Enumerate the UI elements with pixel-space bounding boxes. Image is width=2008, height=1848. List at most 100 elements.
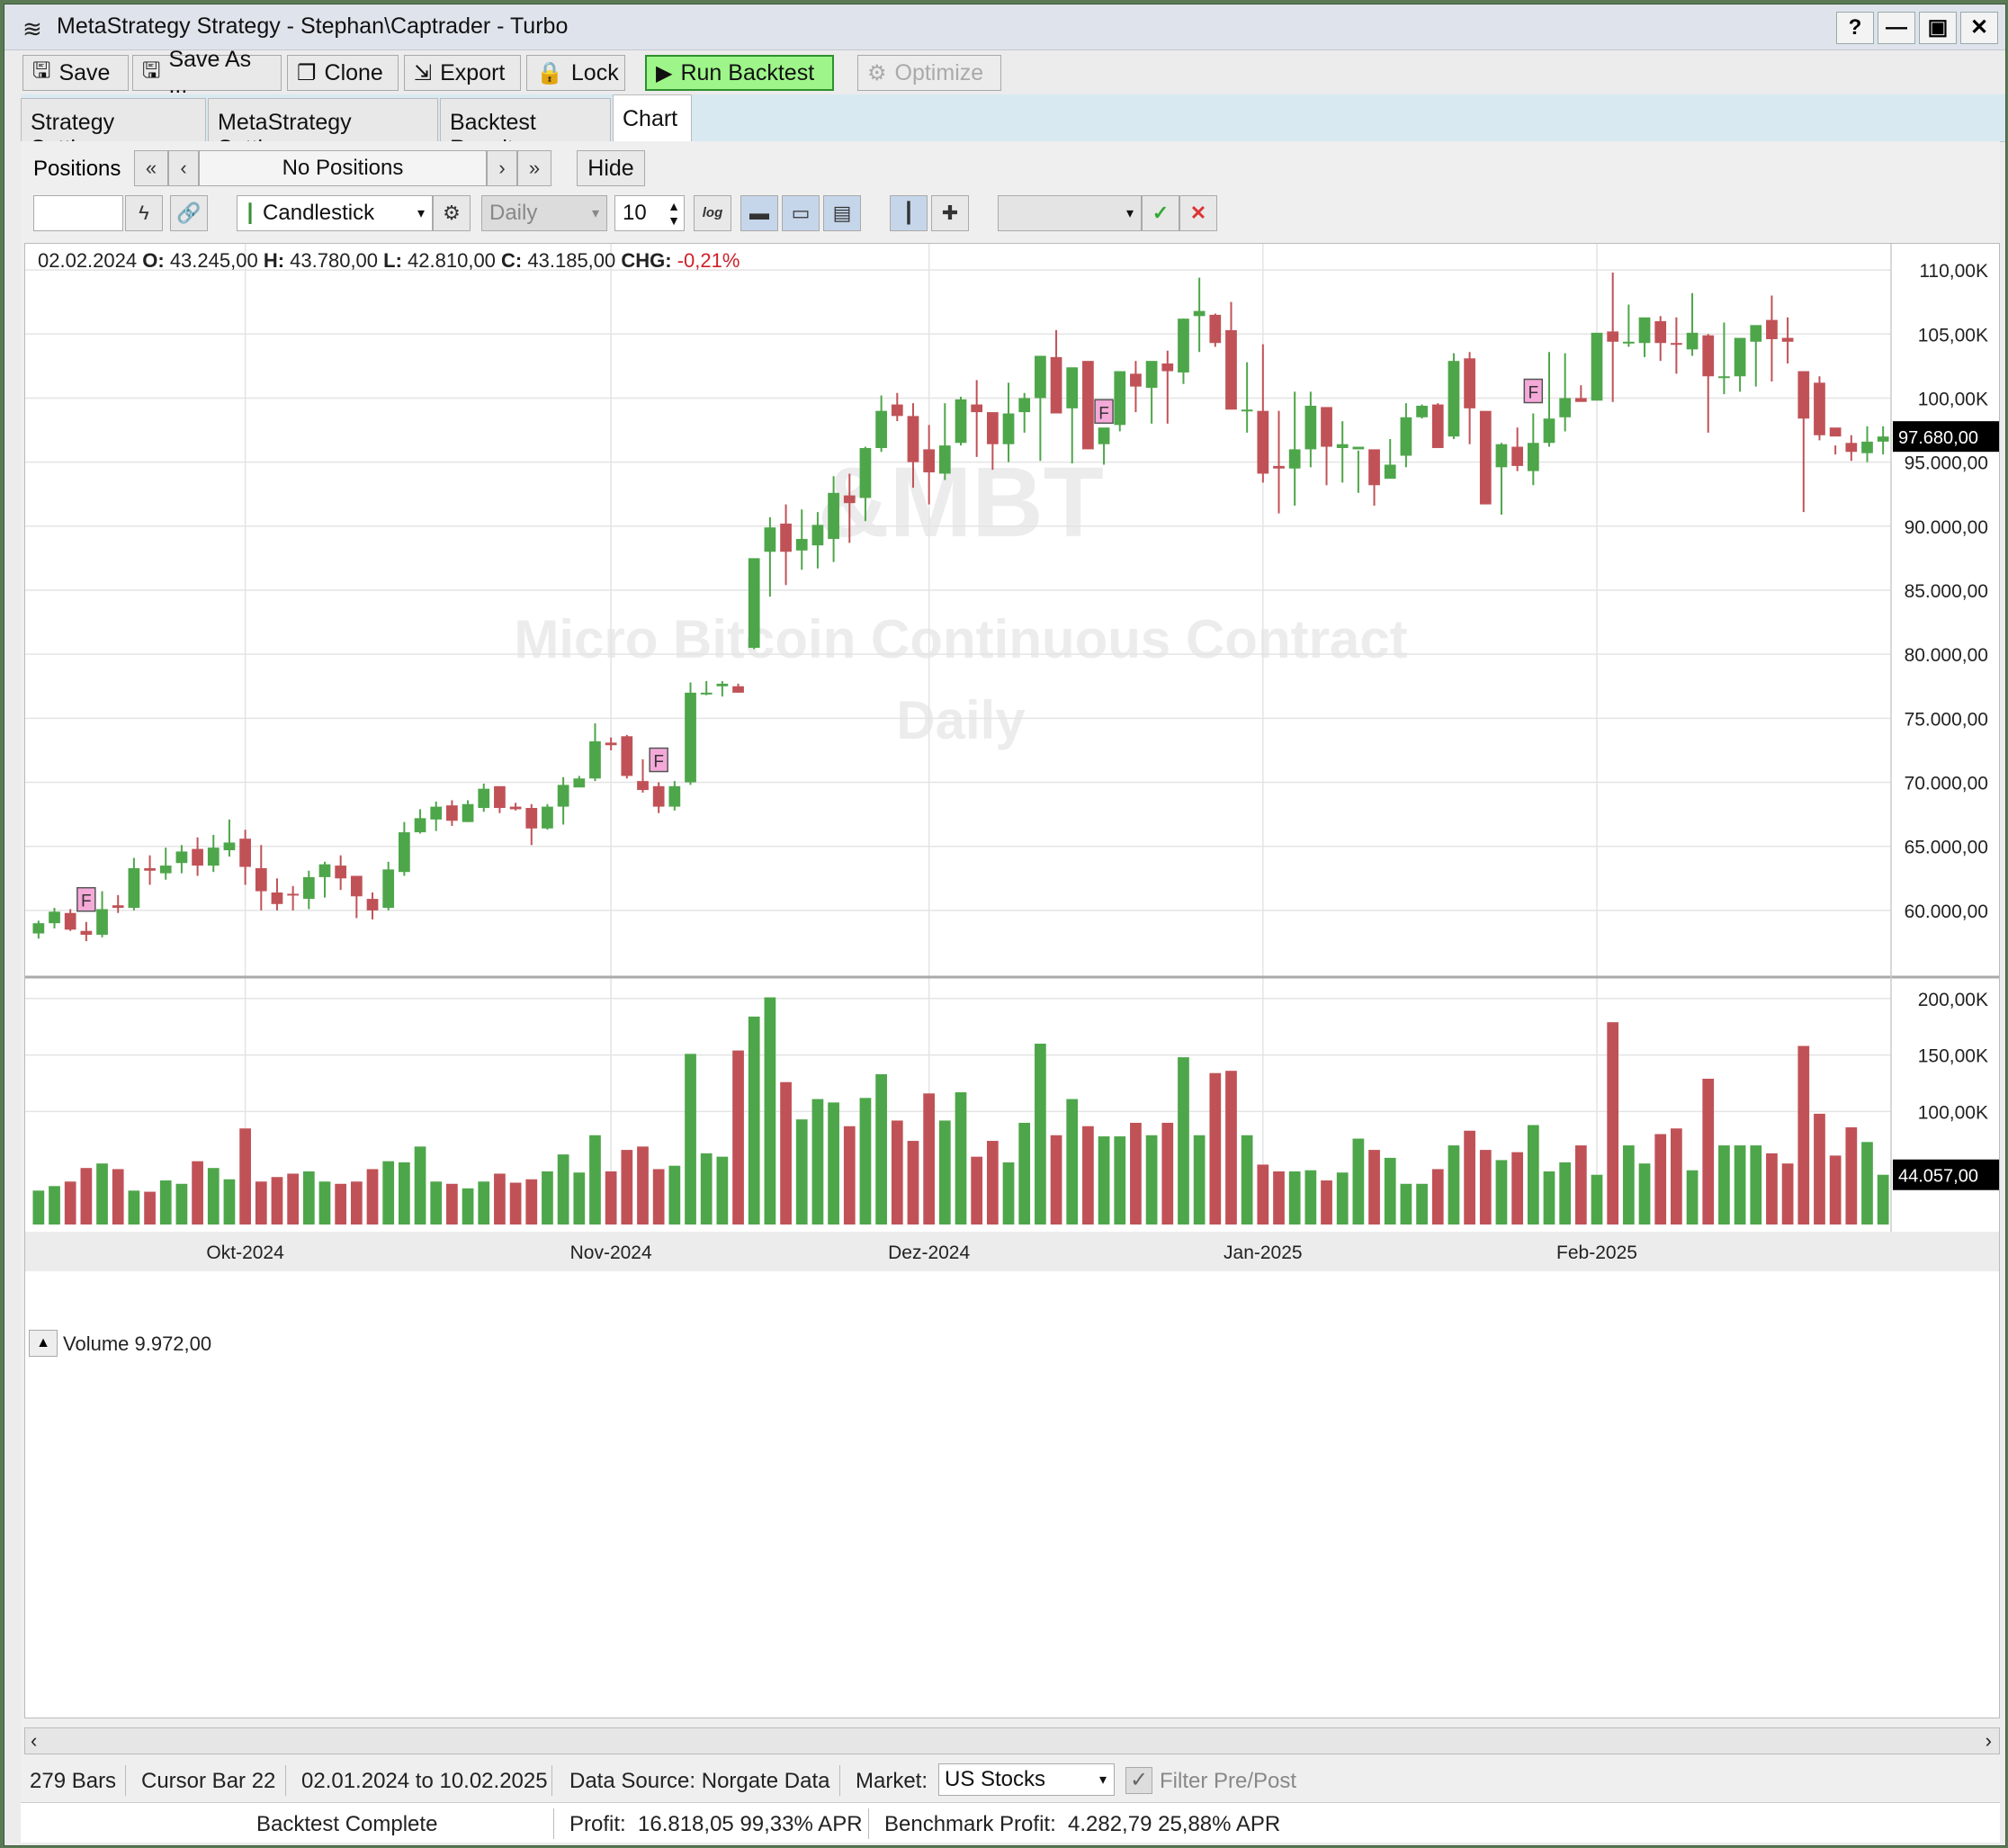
candle-body — [32, 923, 45, 934]
optimize-button[interactable]: ⚙ Optimize — [857, 55, 1001, 91]
volume-bar — [1829, 1155, 1842, 1225]
candle-body — [302, 876, 315, 900]
market-select[interactable]: US Stocks ▾ — [938, 1763, 1115, 1796]
bar-count: 279 Bars — [30, 1769, 117, 1793]
volume-bar — [923, 1093, 936, 1225]
bar-spacing-stepper[interactable]: 10 ▲ ▼ — [614, 195, 685, 231]
signal-label: F — [1528, 384, 1539, 403]
candle-body — [732, 686, 744, 693]
positions-label: Positions — [33, 157, 121, 181]
volume-bar — [175, 1183, 188, 1225]
pane-bottom-icon[interactable]: ▭ — [782, 195, 820, 231]
candle-body — [509, 806, 522, 810]
lightning-icon[interactable]: ϟ — [125, 195, 163, 231]
candle-body — [1098, 427, 1110, 444]
window-icon[interactable]: ▤ — [823, 195, 861, 231]
next-position-icon[interactable]: › — [487, 150, 517, 186]
first-position-icon[interactable]: « — [134, 150, 168, 186]
collapse-volume-button[interactable]: ▲ — [29, 1330, 58, 1357]
lock-button[interactable]: 🔒 Lock — [526, 55, 625, 91]
drawing-select[interactable]: ▾ — [998, 195, 1142, 231]
last-price-box — [1893, 421, 1999, 453]
volume-bar — [1702, 1078, 1715, 1225]
candle-body — [1161, 363, 1174, 372]
volume-bar — [32, 1190, 45, 1225]
symbol-input[interactable] — [33, 195, 123, 231]
scale-select[interactable]: Daily ▾ — [481, 195, 607, 231]
export-button[interactable]: ⇲ Export — [404, 55, 521, 91]
volume-bar — [350, 1181, 363, 1225]
maximize-button[interactable]: ▣ — [1919, 12, 1957, 44]
spin-arrows-icon: ▲ ▼ — [668, 199, 680, 228]
save-button[interactable]: 🖫 Save — [22, 55, 129, 91]
candle-body — [1321, 407, 1332, 447]
chart-style-select[interactable]: ┃ Candlestick ▾ — [237, 195, 433, 231]
volume-bar — [1145, 1135, 1158, 1225]
link-icon[interactable]: 🔗 — [170, 195, 208, 231]
close-button[interactable]: ✕ — [1960, 12, 1998, 44]
signal-marker — [1523, 378, 1544, 404]
candle-body — [112, 905, 124, 909]
crosshair-icon[interactable]: ✚ — [931, 195, 969, 231]
run-backtest-button[interactable]: ▶ Run Backtest — [645, 55, 834, 91]
positions-select[interactable]: No Positions — [199, 150, 487, 186]
volume-bar — [748, 1016, 760, 1225]
price-tick-label: 65.000,00 — [1905, 838, 1988, 858]
volume-bar — [1671, 1128, 1682, 1225]
tab-metastrategy-settings[interactable]: MetaStrategy Settings — [208, 98, 438, 161]
candle-body — [1797, 371, 1810, 419]
candle-body — [1368, 449, 1380, 486]
vertical-line-icon[interactable]: ┃ — [890, 195, 928, 231]
candle-body — [1082, 361, 1094, 450]
volume-bar — [1622, 1145, 1635, 1225]
candle-body — [1479, 410, 1492, 505]
candle-body — [414, 818, 426, 833]
cancel-icon[interactable]: ✕ — [1179, 195, 1217, 231]
horizontal-scrollbar[interactable]: ‹ › — [24, 1727, 2000, 1754]
tab-strategy-settings[interactable]: Strategy Settings — [21, 98, 206, 161]
clone-button[interactable]: ❐ Clone — [287, 55, 399, 91]
volume-bar — [828, 1102, 839, 1225]
hide-button[interactable]: Hide — [577, 150, 645, 186]
minimize-button[interactable]: — — [1878, 12, 1915, 44]
x-tick-label: Nov-2024 — [570, 1242, 652, 1263]
check-icon[interactable]: ✓ — [1142, 195, 1179, 231]
volume-bar — [685, 1054, 696, 1225]
last-price-label: 97.680,00 — [1898, 428, 1978, 448]
camera-icon[interactable]: ▬ — [740, 195, 778, 231]
candle-body — [1877, 436, 1889, 442]
volume-bar — [192, 1161, 203, 1225]
benchmark-value: 4.282,79 25,88% APR — [1068, 1812, 1281, 1836]
volume-bar — [1257, 1164, 1269, 1225]
volume-bar — [1002, 1162, 1015, 1225]
last-position-icon[interactable]: » — [517, 150, 551, 186]
help-button[interactable]: ? — [1836, 12, 1874, 44]
volume-bar — [843, 1126, 856, 1225]
signal-label: F — [1098, 404, 1109, 423]
volume-bar — [1448, 1145, 1460, 1225]
volume-bar — [1400, 1183, 1412, 1225]
bar-spacing-value: 10 — [623, 201, 647, 225]
save-as-button[interactable]: 🖫 Save As ... — [132, 47, 282, 98]
candle-body — [1829, 427, 1842, 437]
divider — [553, 1808, 554, 1839]
scroll-left-icon[interactable]: ‹ — [31, 1729, 38, 1752]
volume-bar — [525, 1179, 538, 1225]
candle-body — [255, 867, 267, 892]
chart-canvas[interactable]: &MBT Micro Bitcoin Continuous Contract Dai… — [24, 243, 2000, 1718]
prev-position-icon[interactable]: ‹ — [168, 150, 199, 186]
candle-body — [938, 445, 951, 474]
settings-gear-icon[interactable]: ⚙ — [433, 195, 471, 231]
tab-chart[interactable]: Chart — [613, 94, 692, 142]
candle-body — [1130, 373, 1142, 387]
log-scale-button[interactable]: log — [694, 195, 731, 231]
open-value: 43.245,00 — [169, 249, 258, 272]
filter-checkbox[interactable]: ✓ — [1125, 1767, 1152, 1794]
high-label: H: — [263, 249, 285, 272]
tab-backtest-results[interactable]: Backtest Results — [440, 98, 611, 161]
market-label: Market: — [856, 1769, 928, 1793]
volume-bar — [1654, 1134, 1667, 1225]
scroll-right-icon[interactable]: › — [1985, 1729, 1992, 1752]
candle-body — [1654, 321, 1667, 344]
